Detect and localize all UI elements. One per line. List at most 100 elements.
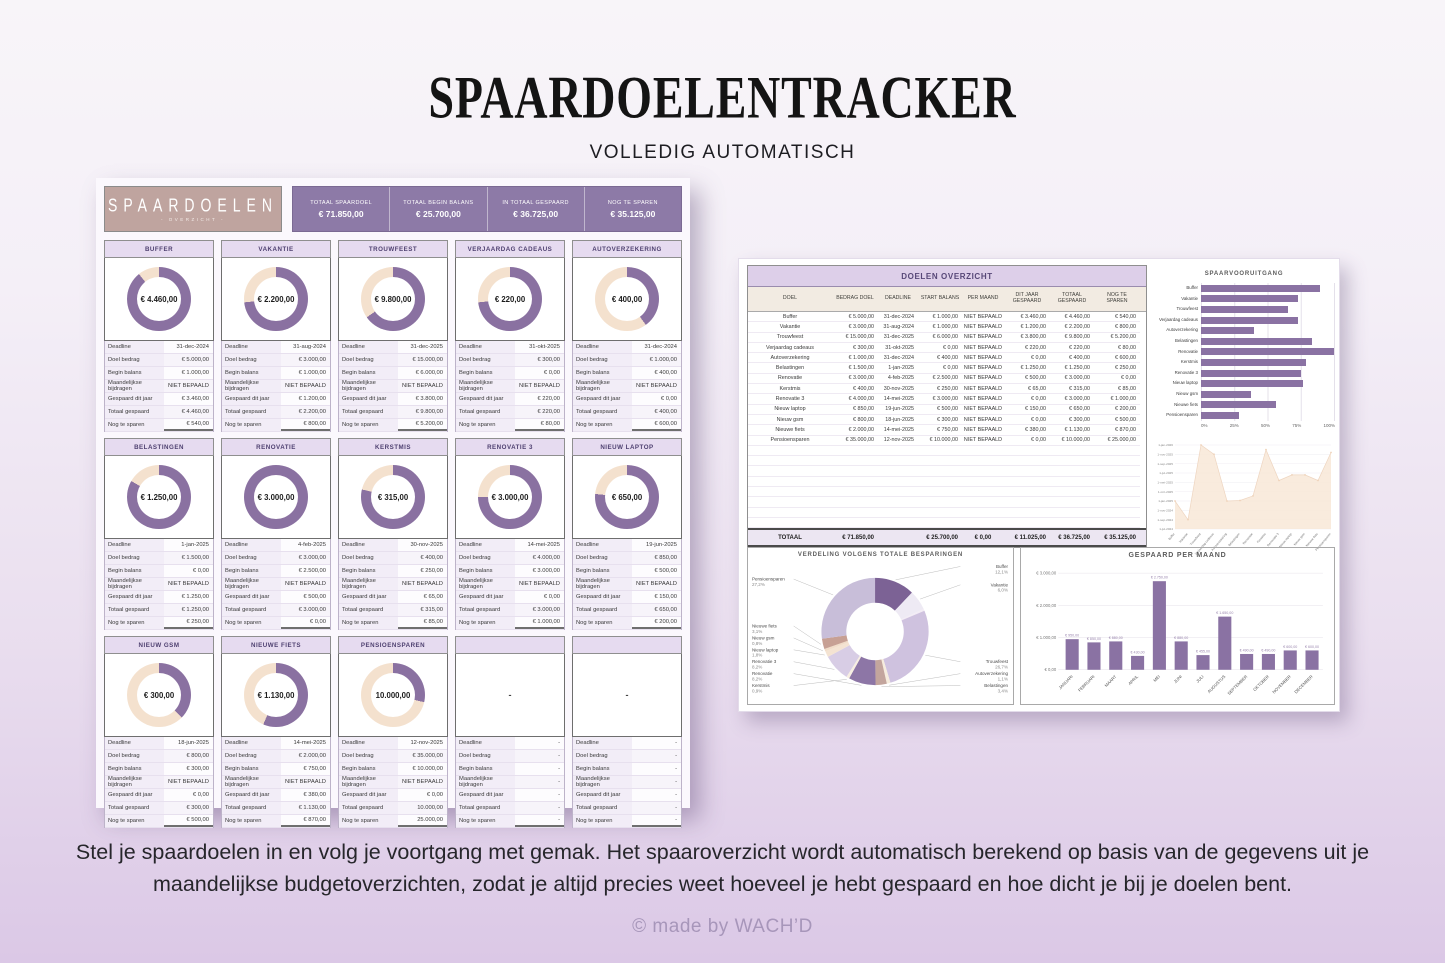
goal-detail-row: Doel bedrag € 1.500,00 (105, 552, 213, 565)
goals-table-cell: € 0,00 (1004, 415, 1050, 426)
monthly-bar (1240, 653, 1254, 670)
goals-table-cell (1050, 477, 1094, 488)
monthly-ytick: € 3.000,00 (1036, 571, 1057, 576)
goals-table-cell (1094, 446, 1140, 457)
goal-detail-value: € 220,00 (515, 393, 564, 405)
goal-detail-row: Doel bedrag € 400,00 (339, 552, 447, 565)
goal-detail-label: Gespaard dit jaar (339, 789, 399, 801)
goal-detail-row: Totaal gespaard € 1.130,00 (222, 802, 330, 815)
goal-detail-value: 12-nov-2025 (398, 737, 447, 749)
goal-detail-value: NIET BEPAALD (398, 578, 447, 590)
goal-detail-row: Totaal gespaard € 3.000,00 (222, 604, 330, 617)
goal-detail-value: € 0,00 (632, 393, 681, 405)
goals-table-cell: € 1.000,00 (1094, 394, 1140, 405)
goal-detail-row: Maandelijkse bijdragen - (456, 776, 564, 789)
goal-detail-row: Deadline 31-okt-2025 (456, 341, 564, 354)
donut-slice (901, 608, 925, 621)
progress-bar-row: Pensioensparen (1153, 410, 1335, 421)
goal-detail-label: Deadline (222, 539, 282, 551)
goal-detail-label: Totaal gespaard (222, 406, 282, 418)
donut-slice (821, 577, 876, 639)
goal-detail-value: € 85,00 (398, 617, 447, 629)
goal-detail-label: Totaal gespaard (222, 802, 282, 814)
goal-card-title: TROUWFEEST (338, 240, 448, 258)
monthly-bar (1305, 650, 1319, 670)
goal-detail-value: € 800,00 (164, 750, 213, 762)
goals-table-cell (1050, 456, 1094, 467)
goals-table-cell (1004, 466, 1050, 477)
goals-table-header-cell: DOEL (782, 295, 798, 302)
goals-table-empty-row (748, 456, 1146, 467)
goals-table-cell: € 2.000,00 (832, 425, 878, 436)
goals-table-cell: € 250,00 (918, 384, 962, 395)
goal-detail-row: Deadline 31-aug-2024 (222, 341, 330, 354)
goals-table-cell (748, 508, 832, 518)
goal-card-table: Deadline 18-jun-2025 Doel bedrag € 800,00 Be… (104, 737, 214, 828)
goals-table-cell: 1-jan-2025 (878, 363, 918, 374)
goal-detail-value: € 1.000,00 (281, 367, 330, 379)
goal-detail-row: Deadline 31-dec-2024 (105, 341, 213, 354)
goal-detail-label: Nog te sparen (339, 419, 399, 431)
summary-stat-label: TOTAAL SPAARDOEL (310, 199, 373, 206)
description-line-2: maandelijkse budgetoverzichten, zodat je… (152, 872, 1293, 897)
goals-table-cell: € 3.000,00 (832, 374, 878, 385)
goals-table-cell: € 5.000,00 (832, 312, 878, 323)
goal-detail-label: Begin balans (105, 763, 165, 775)
goal-detail-value: € 250,00 (164, 617, 213, 629)
goal-detail-row: Maandelijkse bijdragen NIET BEPAALD (573, 578, 681, 591)
deadline-area-point (1304, 473, 1306, 476)
area-xtick: Nieuw gsm (1293, 532, 1306, 547)
goal-detail-label: Deadline (456, 539, 516, 551)
goals-table-cell: 31-okt-2025 (878, 343, 918, 354)
donut-slice-label: Renovatie 3 8,2% (752, 659, 777, 669)
monthly-bar-value: € 950,00 (1065, 634, 1079, 638)
donut-slice-label: Autoverzekering 1,1% (975, 671, 1008, 681)
goal-detail-row: Deadline 31-dec-2024 (573, 341, 681, 354)
goals-table-cell: € 25.700,00 (926, 534, 958, 541)
verdeling-title: VERDELING VOLGENS TOTALE BESPARINGEN (797, 552, 964, 558)
goal-card: VERJAARDAG CADEAUS € 220,00 Deadline 31-okt… (455, 240, 565, 432)
goal-detail-row: Totaal gespaard - (456, 802, 564, 815)
goal-card-donut-area: € 9.800,00 (338, 258, 448, 341)
donut-slice-label: Kerstmis 0,9% (752, 683, 770, 693)
goal-donut-amount: € 2.200,00 (257, 294, 295, 304)
goals-table-cell (1004, 508, 1050, 518)
goal-card-donut-area: € 650,00 (572, 456, 682, 539)
goals-table-cell: € 540,00 (1094, 312, 1140, 323)
goal-detail-value: 10.000,00 (398, 802, 447, 814)
goal-detail-value: 18-jun-2025 (164, 737, 213, 749)
goal-detail-row: Nog te sparen € 870,00 (222, 815, 330, 828)
goal-detail-label: Deadline (456, 737, 516, 749)
spaarvooruitgang-bars: Buffer Vakantie Trouwfeest Verjaardag cadea… (1153, 283, 1335, 421)
goals-table-cell (878, 518, 918, 529)
goal-detail-value: 31-okt-2025 (515, 341, 564, 353)
goal-card-title: VERJAARDAG CADEAUS (455, 240, 565, 258)
goal-detail-label: Totaal gespaard (339, 802, 399, 814)
donut-slice-label: Buffer 12,1% (995, 564, 1008, 574)
goals-table-cell (962, 508, 1004, 518)
goal-detail-value: € 1.000,00 (164, 367, 213, 379)
goals-table-cell (748, 518, 832, 529)
goals-table-cell (748, 477, 832, 488)
goal-detail-label: Begin balans (456, 565, 516, 577)
goals-table-cell: € 1.250,00 (1050, 363, 1094, 374)
summary-stat-value: € 71.850,00 (318, 208, 364, 219)
monthly-bar (1087, 642, 1101, 670)
goals-table-cell: NIET BEPAALD (962, 322, 1004, 333)
goal-detail-row: Gespaard dit jaar € 1.250,00 (105, 591, 213, 604)
goals-table-cell: NIET BEPAALD (962, 312, 1004, 323)
goal-donut-chart: € 9.800,00 (361, 267, 425, 331)
goal-detail-value: € 0,00 (515, 591, 564, 603)
goal-detail-value: € 0,00 (164, 565, 213, 577)
goals-table-cell (1050, 508, 1094, 518)
goal-detail-value: - (515, 776, 564, 788)
monthly-bar-value: € 490,00 (1261, 648, 1275, 652)
goal-detail-value: € 0,00 (398, 789, 447, 801)
goal-detail-value: € 500,00 (632, 565, 681, 577)
goal-detail-value: € 1.250,00 (164, 591, 213, 603)
donut-slice (875, 659, 887, 686)
goal-detail-value: 31-dec-2024 (632, 341, 681, 353)
progress-bar-label: Nieuwe fiets (1174, 401, 1198, 407)
goal-card-title: BELASTINGEN (104, 438, 214, 456)
deadline-area-point (1200, 444, 1202, 446)
